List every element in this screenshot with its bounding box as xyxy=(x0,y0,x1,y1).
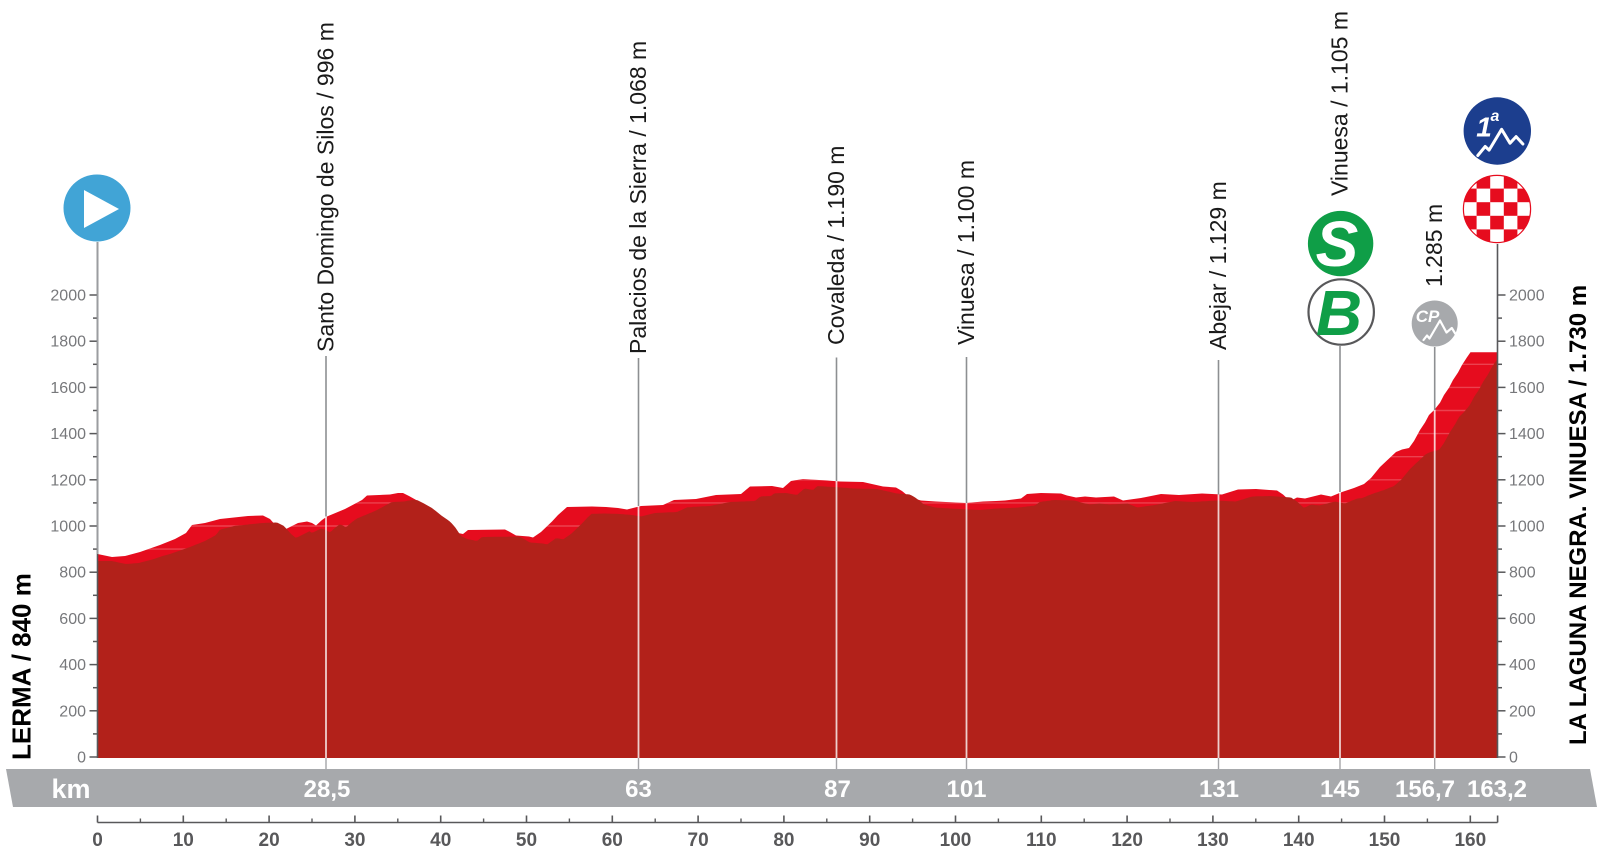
svg-text:Santo Domingo de Silos / 996 m: Santo Domingo de Silos / 996 m xyxy=(313,22,339,352)
svg-text:0: 0 xyxy=(77,750,86,767)
svg-text:1: 1 xyxy=(1476,112,1492,143)
svg-text:200: 200 xyxy=(59,703,86,720)
svg-text:Vinuesa / 1.105 m: Vinuesa / 1.105 m xyxy=(1327,11,1353,196)
svg-text:40: 40 xyxy=(430,830,451,851)
svg-text:1200: 1200 xyxy=(1509,472,1545,489)
svg-text:800: 800 xyxy=(1509,565,1536,582)
svg-text:156,7: 156,7 xyxy=(1395,776,1455,803)
svg-text:130: 130 xyxy=(1197,830,1229,851)
svg-text:400: 400 xyxy=(59,657,86,674)
svg-text:120: 120 xyxy=(1111,830,1143,851)
svg-text:1400: 1400 xyxy=(1509,426,1545,443)
svg-text:200: 200 xyxy=(1509,703,1536,720)
svg-text:160: 160 xyxy=(1454,830,1486,851)
svg-text:Vinuesa / 1.100 m: Vinuesa / 1.100 m xyxy=(953,160,979,345)
svg-text:1.285 m: 1.285 m xyxy=(1421,204,1447,287)
svg-text:50: 50 xyxy=(516,830,537,851)
svg-text:600: 600 xyxy=(59,611,86,628)
svg-text:Palacios de la Sierra / 1.068: Palacios de la Sierra / 1.068 m xyxy=(625,41,651,354)
svg-text:LERMA / 840 m: LERMA / 840 m xyxy=(7,573,37,760)
svg-text:1400: 1400 xyxy=(50,426,86,443)
svg-text:80: 80 xyxy=(773,830,794,851)
svg-text:S: S xyxy=(1316,208,1359,280)
svg-text:1600: 1600 xyxy=(50,380,86,397)
svg-text:0: 0 xyxy=(92,830,103,851)
svg-text:km: km xyxy=(51,774,90,804)
svg-text:145: 145 xyxy=(1320,776,1360,803)
svg-text:1600: 1600 xyxy=(1509,380,1545,397)
svg-text:63: 63 xyxy=(625,776,652,803)
svg-text:101: 101 xyxy=(946,776,986,803)
svg-text:1000: 1000 xyxy=(50,519,86,536)
svg-text:0: 0 xyxy=(1509,750,1518,767)
svg-text:140: 140 xyxy=(1283,830,1315,851)
svg-text:1200: 1200 xyxy=(50,472,86,489)
svg-text:2000: 2000 xyxy=(50,288,86,305)
svg-text:60: 60 xyxy=(602,830,623,851)
svg-text:Abejar / 1.129 m: Abejar / 1.129 m xyxy=(1205,181,1231,350)
svg-text:400: 400 xyxy=(1509,657,1536,674)
svg-text:100: 100 xyxy=(940,830,972,851)
svg-text:163,2: 163,2 xyxy=(1467,776,1527,803)
svg-text:B: B xyxy=(1316,277,1362,349)
svg-text:87: 87 xyxy=(824,776,851,803)
svg-text:LA LAGUNA NEGRA. VINUESA / 1.7: LA LAGUNA NEGRA. VINUESA / 1.730 m xyxy=(1565,285,1592,745)
svg-text:1800: 1800 xyxy=(1509,334,1545,351)
svg-text:28,5: 28,5 xyxy=(304,776,351,803)
svg-text:10: 10 xyxy=(173,830,194,851)
svg-text:1000: 1000 xyxy=(1509,519,1545,536)
svg-text:800: 800 xyxy=(59,565,86,582)
svg-text:70: 70 xyxy=(688,830,709,851)
svg-text:110: 110 xyxy=(1026,830,1057,851)
svg-text:a: a xyxy=(1491,108,1500,125)
svg-text:90: 90 xyxy=(859,830,880,851)
svg-text:1800: 1800 xyxy=(50,334,86,351)
svg-text:30: 30 xyxy=(344,830,365,851)
svg-text:20: 20 xyxy=(259,830,280,851)
svg-text:150: 150 xyxy=(1369,830,1401,851)
svg-text:131: 131 xyxy=(1199,776,1239,803)
svg-text:2000: 2000 xyxy=(1509,288,1545,305)
svg-text:CP: CP xyxy=(1416,307,1440,326)
svg-text:Covaleda / 1.190 m: Covaleda / 1.190 m xyxy=(823,146,849,345)
svg-text:600: 600 xyxy=(1509,611,1536,628)
